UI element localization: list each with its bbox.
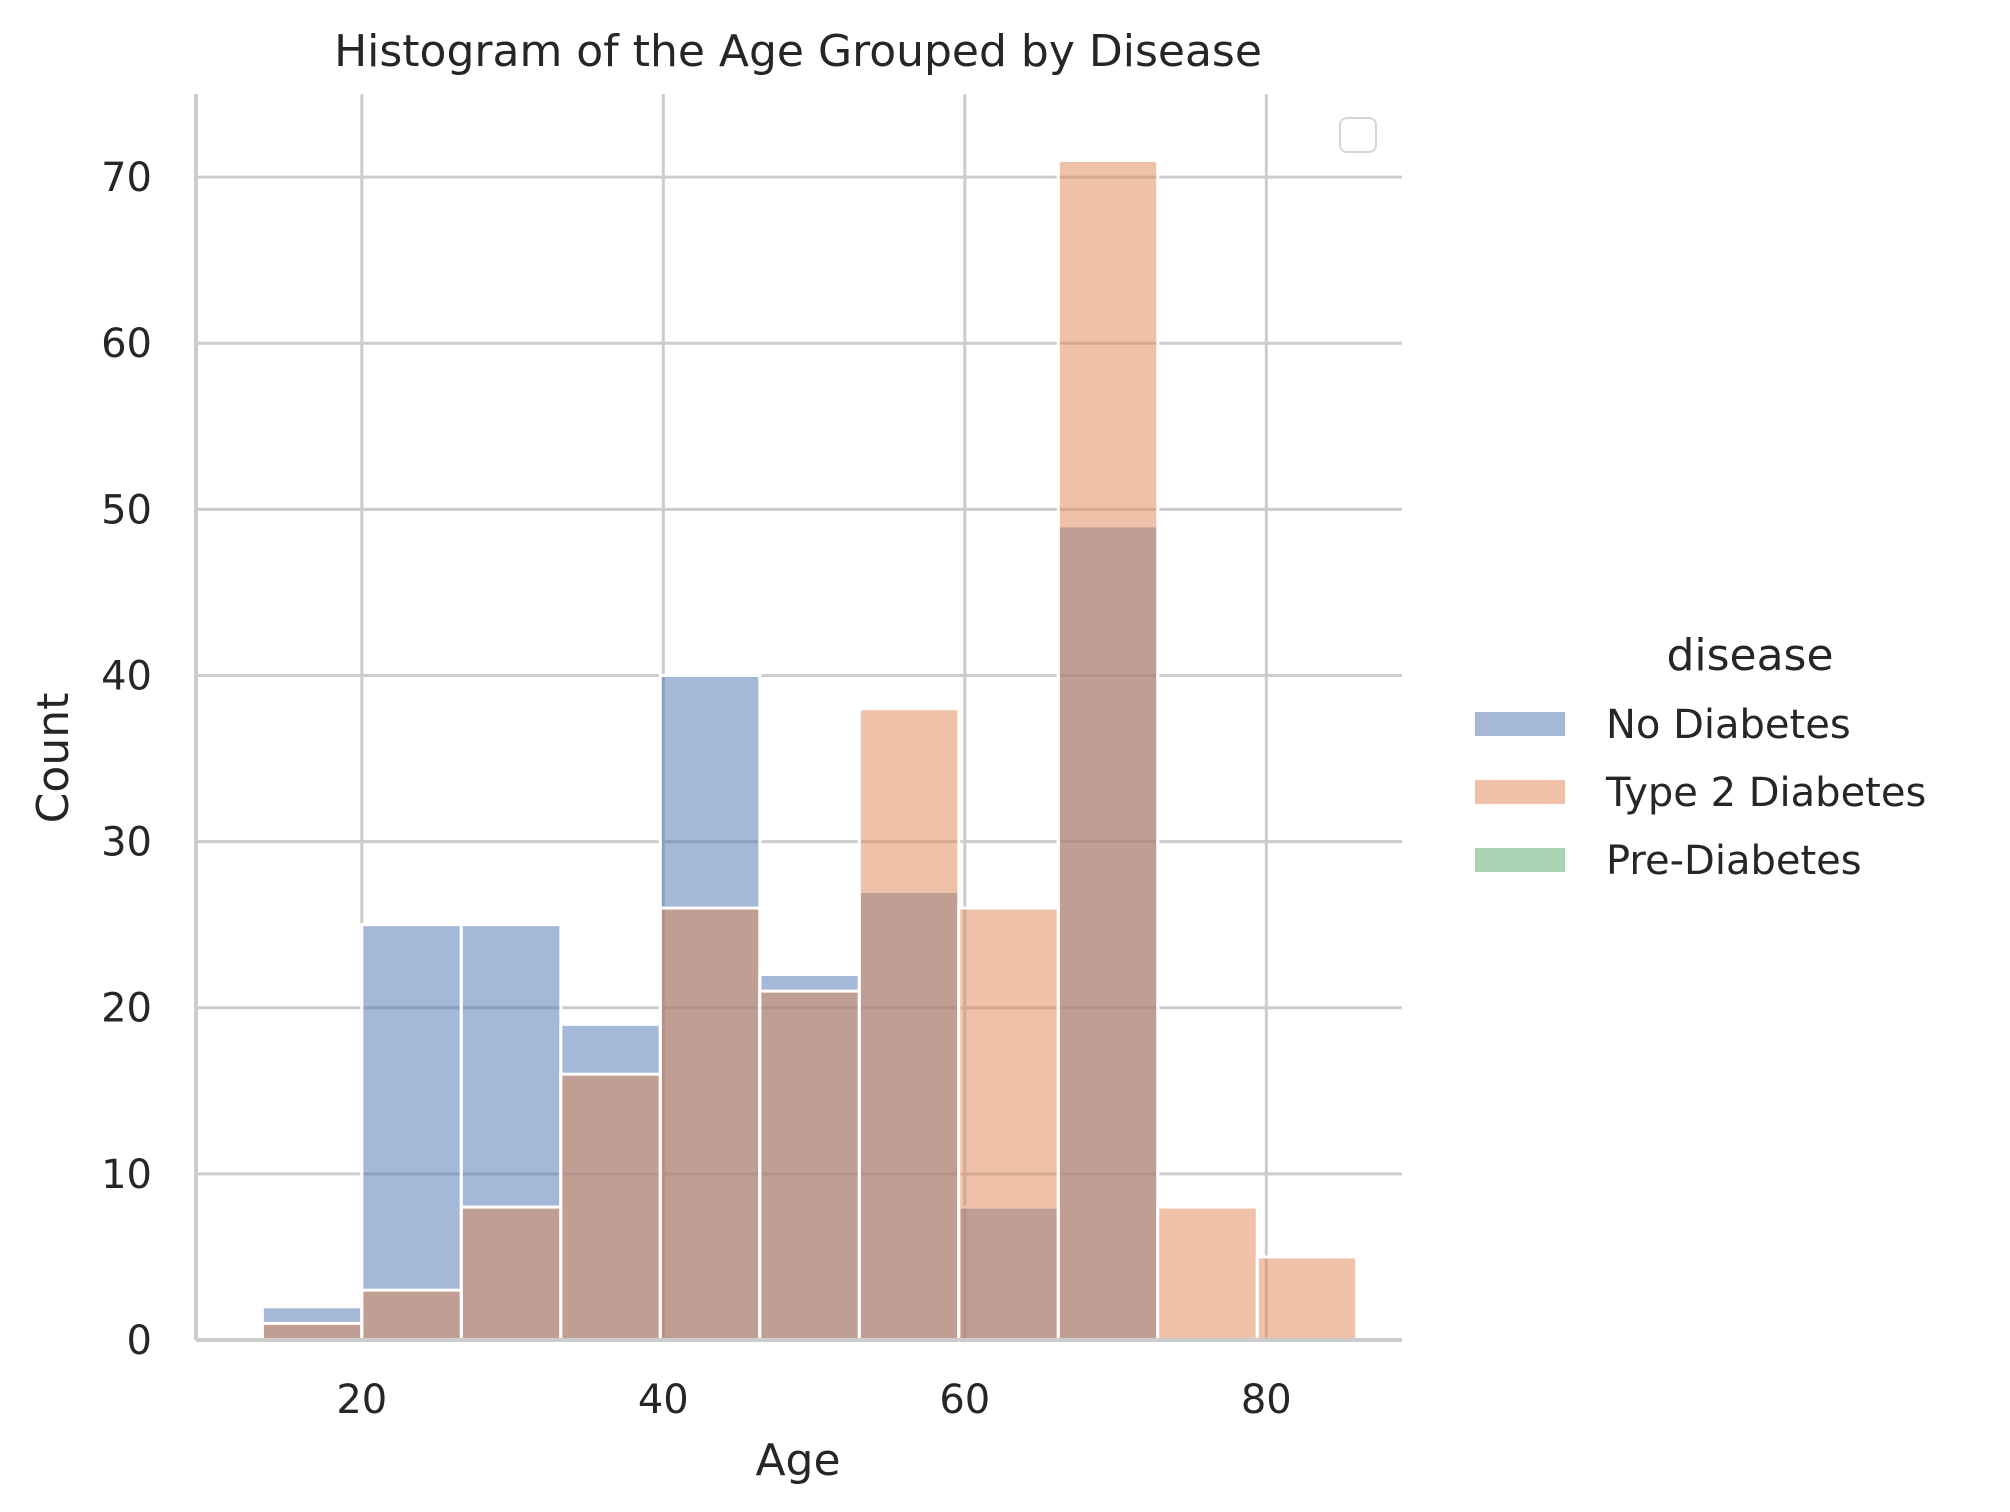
x-axis-label: Age <box>755 1435 840 1486</box>
histogram-bar <box>857 707 961 1342</box>
tick-labels: 20 40 60 80 0 10 20 30 40 50 60 70 <box>101 155 1292 1423</box>
histogram-bars <box>260 158 1359 1342</box>
legend-swatch <box>1475 848 1565 872</box>
legend-label: No Diabetes <box>1606 702 1851 748</box>
y-tick-label: 60 <box>101 321 152 367</box>
y-tick-label: 70 <box>101 155 152 201</box>
legend-swatch <box>1475 712 1565 736</box>
legend-label: Pre-Diabetes <box>1606 838 1862 884</box>
x-tick-label: 40 <box>638 1377 689 1423</box>
y-tick-label: 10 <box>101 1152 152 1198</box>
y-tick-label: 40 <box>101 653 152 699</box>
legend-swatch <box>1475 780 1565 804</box>
y-tick-label: 0 <box>127 1318 152 1364</box>
x-tick-label: 60 <box>939 1377 990 1423</box>
histogram-bar <box>559 1072 662 1342</box>
histogram-bar <box>658 906 762 1342</box>
histogram-bar <box>260 1321 364 1342</box>
histogram-bar <box>360 923 463 1342</box>
axes <box>194 94 1402 1342</box>
empty-legend-box <box>1339 117 1377 153</box>
histogram-bar <box>1255 1255 1359 1342</box>
y-axis-label: Count <box>28 693 79 824</box>
histogram-bar <box>957 906 1060 1342</box>
histogram-bar <box>1056 158 1160 1342</box>
y-tick-label: 30 <box>101 820 152 866</box>
histogram-bar <box>459 1205 563 1342</box>
legend: disease No Diabetes Type 2 Diabetes Pre-Di… <box>1475 630 1926 884</box>
histogram-bar <box>758 989 861 1342</box>
histogram-bar <box>1156 1205 1259 1342</box>
x-tick-label: 20 <box>336 1377 387 1423</box>
x-tick-label: 80 <box>1241 1377 1292 1423</box>
chart-title: Histogram of the Age Grouped by Disease <box>334 26 1262 77</box>
histogram-bar <box>360 1288 463 1342</box>
y-tick-label: 20 <box>101 986 152 1032</box>
legend-title: disease <box>1666 630 1833 681</box>
legend-label: Type 2 Diabetes <box>1605 770 1926 816</box>
y-tick-label: 50 <box>101 487 152 533</box>
